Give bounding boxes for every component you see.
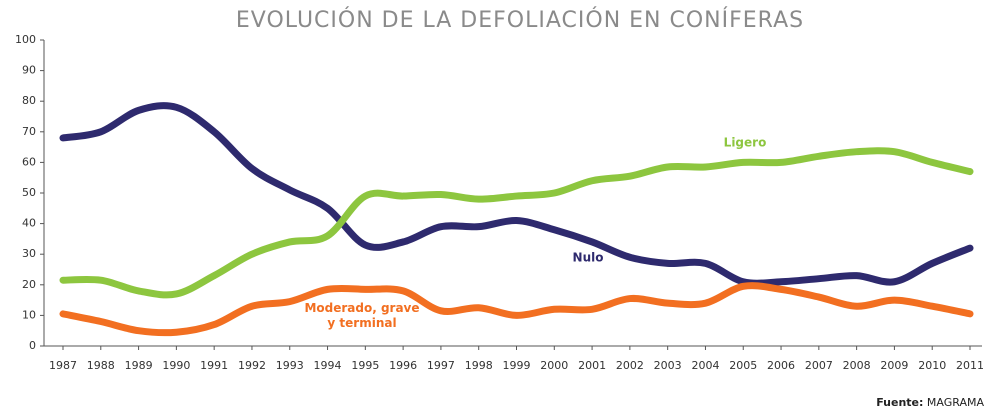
x-tick-label: 1993	[276, 359, 304, 372]
x-tick-label: 1995	[351, 359, 379, 372]
y-tick-label: 50	[22, 186, 36, 199]
x-tick-label: 1992	[238, 359, 266, 372]
source: Fuente: MAGRAMA	[876, 396, 984, 409]
series-line	[59, 102, 974, 287]
x-tick-label: 1994	[314, 359, 342, 372]
x-tick-label: 1991	[200, 359, 228, 372]
x-tick-label: 2009	[880, 359, 908, 372]
x-tick-label: 1999	[503, 359, 531, 372]
x-tick-label: 2002	[616, 359, 644, 372]
x-tick-label: 2011	[956, 359, 984, 372]
y-tick-label: 100	[15, 33, 36, 46]
y-tick-label: 0	[29, 339, 36, 352]
y-tick-label: 90	[22, 64, 36, 77]
chart-title: EVOLUCIÓN DE LA DEFOLIACIÓN EN CONÍFERAS	[236, 7, 804, 33]
x-tick-label: 2007	[805, 359, 833, 372]
x-tick-label: 1997	[427, 359, 455, 372]
y-tick-label: 40	[22, 217, 36, 230]
x-tick-label: 2000	[540, 359, 568, 372]
y-tick-label: 80	[22, 94, 36, 107]
x-tick-label: 2003	[654, 359, 682, 372]
series-label: Moderado, grave y terminal	[304, 301, 420, 330]
y-tick-label: 20	[22, 278, 36, 291]
y-tick-label: 30	[22, 247, 36, 260]
x-tick-label: 2005	[729, 359, 757, 372]
source-text: MAGRAMA	[926, 396, 984, 409]
x-tick-label: 1996	[389, 359, 417, 372]
x-tick-label: 1989	[125, 359, 153, 372]
x-tick-label: 2010	[918, 359, 946, 372]
series-line	[59, 147, 974, 299]
series-label: Nulo	[572, 250, 604, 265]
y-tick-label: 70	[22, 125, 36, 138]
x-tick-label: 2001	[578, 359, 606, 372]
series-label: Ligero	[723, 135, 767, 150]
x-tick-label: 2006	[767, 359, 795, 372]
x-tick-label: 1998	[465, 359, 493, 372]
x-tick-label: 2008	[843, 359, 871, 372]
x-tick-label: 1987	[49, 359, 77, 372]
x-tick-label: 2004	[691, 359, 719, 372]
x-tick-label: 1990	[162, 359, 190, 372]
y-tick-label: 60	[22, 155, 36, 168]
x-tick-label: 1988	[87, 359, 115, 372]
source-label: Fuente:	[876, 396, 924, 409]
y-tick-label: 10	[22, 308, 36, 321]
series-line	[59, 282, 974, 337]
